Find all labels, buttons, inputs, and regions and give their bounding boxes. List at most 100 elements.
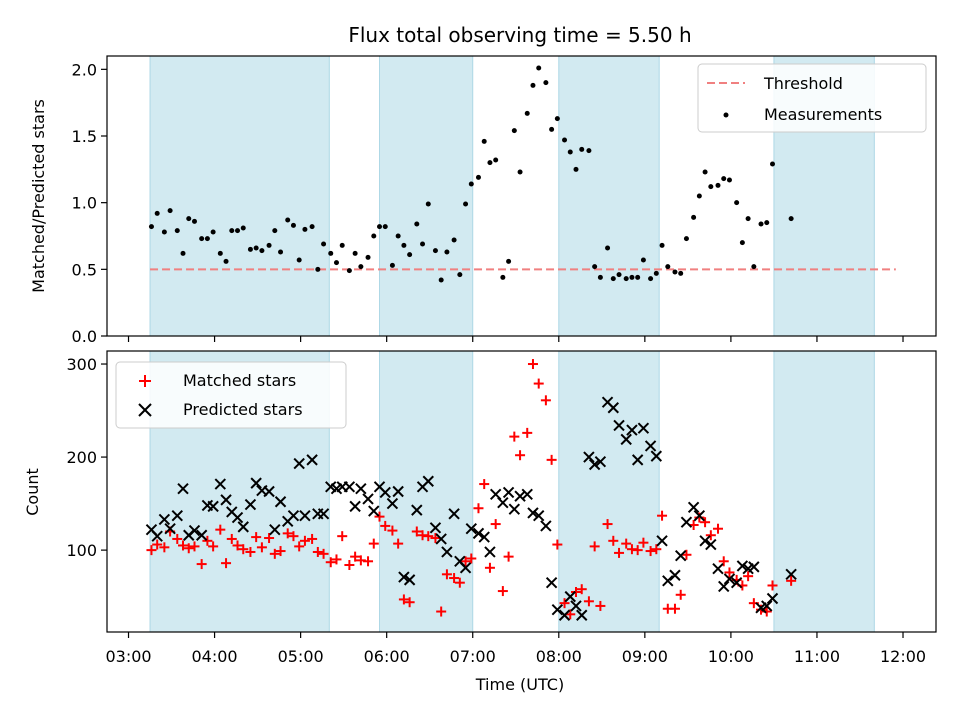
- measurement-point: [648, 276, 654, 282]
- measurement-point: [346, 268, 352, 274]
- top-legend-box: [697, 63, 927, 133]
- bottom-y-ticks: 100 200 300: [66, 355, 107, 560]
- predicted-star-point: [545, 576, 558, 589]
- measurement-point: [758, 221, 764, 227]
- matched-star-point: [380, 520, 391, 531]
- measurement-points: [148, 65, 794, 283]
- measurement-point: [721, 176, 727, 182]
- measurement-point: [610, 276, 616, 282]
- matched-star-point: [718, 556, 729, 567]
- measurement-point: [321, 241, 327, 247]
- matched-star-point: [146, 545, 157, 556]
- predicted-star-point: [687, 501, 700, 514]
- measurement-point: [691, 214, 697, 220]
- measurement-point: [229, 228, 235, 234]
- bottom-x-tick-label: 07:00: [450, 647, 496, 666]
- predicted-star-point: [441, 546, 453, 558]
- matched-star-point: [546, 454, 557, 465]
- matched-star-point: [172, 533, 183, 544]
- matched-star-point: [393, 538, 404, 549]
- measurement-point: [592, 264, 598, 270]
- top-y-ticks: 0.0 0.5 1.0 1.5 2.0: [72, 60, 107, 346]
- predicted-star-point: [459, 562, 472, 574]
- measurement-point: [272, 228, 278, 234]
- bottom-legend-box: [115, 361, 347, 429]
- measurement-point: [285, 217, 291, 223]
- predicted-star-point: [379, 486, 391, 499]
- predicted-star-point: [478, 531, 490, 543]
- bottom-shaded-intervals: [149, 351, 875, 632]
- matched-star-point: [436, 606, 447, 617]
- predicted-star-point: [527, 507, 539, 519]
- bottom-x-tick-label: 12:00: [880, 647, 926, 666]
- matched-star-point: [460, 556, 471, 567]
- predicted-star-point: [594, 456, 607, 468]
- matched-star-point: [275, 546, 286, 557]
- measurement-point: [278, 249, 284, 255]
- predicted-star-point: [177, 483, 189, 495]
- measurement-point: [605, 245, 611, 251]
- measurement-point: [339, 242, 345, 248]
- matched-star-point: [215, 524, 226, 535]
- legend-matched-swatch: [139, 375, 151, 387]
- matched-star-point: [515, 450, 526, 461]
- matched-star-point: [533, 378, 544, 389]
- measurement-point: [180, 250, 186, 256]
- predicted-star-point: [626, 424, 638, 436]
- matched-star-point: [374, 511, 385, 522]
- measurement-point: [573, 166, 579, 172]
- measurement-point: [475, 174, 481, 180]
- measurement-point: [240, 225, 246, 231]
- predicted-star-point: [497, 496, 509, 509]
- measurement-point: [420, 241, 426, 247]
- predicted-star-point: [656, 535, 668, 547]
- predicted-star-point: [422, 475, 434, 487]
- measurement-point: [210, 229, 216, 235]
- measurement-point: [407, 252, 413, 258]
- measurement-point: [191, 218, 197, 224]
- predicted-star-point: [674, 549, 687, 562]
- bottom-y-tick-label: 300: [66, 355, 97, 374]
- predicted-star-point: [293, 457, 305, 470]
- measurement-point: [457, 272, 463, 278]
- matched-star-point: [712, 523, 723, 534]
- matched-star-points: [146, 359, 797, 620]
- matched-star-point: [398, 594, 409, 605]
- matched-star-point: [312, 546, 323, 557]
- measurement-point: [186, 216, 192, 222]
- matched-star-point: [522, 427, 533, 438]
- bottom-x-tick-label: 03:00: [105, 647, 151, 666]
- predicted-star-point: [502, 486, 515, 499]
- matched-star-point: [226, 533, 237, 544]
- matched-star-point: [786, 575, 797, 586]
- bottom-x-ticks: 03:00 04:00 05:00 06:00 07:00 08:00 09:00 10:00…: [105, 632, 926, 666]
- matched-star-point: [251, 532, 262, 543]
- measurement-point: [764, 220, 770, 226]
- matched-star-point: [178, 540, 189, 551]
- predicted-star-point: [368, 505, 380, 517]
- matched-star-point: [294, 541, 305, 552]
- measurement-point: [524, 110, 530, 116]
- measurement-point: [217, 250, 223, 256]
- top-y-tick-label: 0.0: [72, 327, 97, 346]
- predicted-star-point: [386, 497, 399, 510]
- matched-star-point: [589, 541, 600, 552]
- matched-star-point: [621, 538, 632, 549]
- matched-star-point: [700, 517, 711, 528]
- measurement-point: [715, 182, 721, 188]
- bottom-x-tick-label: 04:00: [192, 647, 238, 666]
- measurement-point: [451, 237, 457, 243]
- predicted-star-point: [435, 533, 447, 545]
- top-legend: Threshold Measurements: [697, 63, 927, 133]
- matched-star-point: [256, 542, 267, 553]
- matched-star-point: [767, 580, 778, 591]
- predicted-star-point: [607, 402, 619, 414]
- measurement-point: [468, 181, 474, 187]
- predicted-star-point: [274, 496, 287, 508]
- predicted-star-point: [317, 508, 330, 520]
- measurement-point: [259, 248, 265, 254]
- measurement-point: [266, 242, 272, 248]
- bottom-shaded-interval-3: [773, 351, 875, 632]
- measurement-point: [315, 266, 321, 272]
